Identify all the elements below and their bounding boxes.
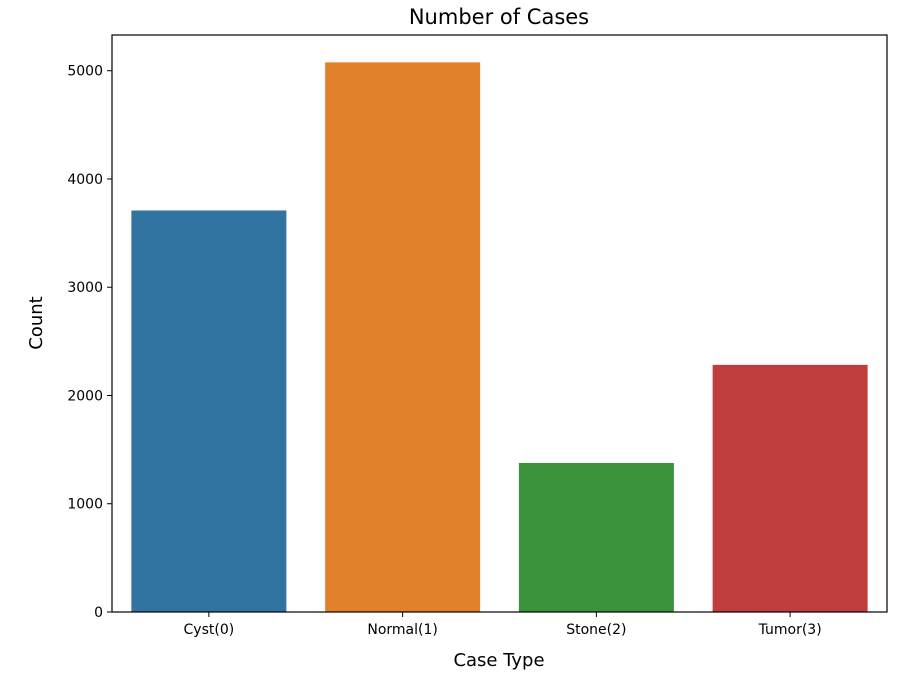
x-tick-label: Cyst(0) — [184, 622, 235, 638]
y-axis: 0 1000 2000 3000 4000 5000 — [67, 64, 112, 621]
y-tick-label: 4000 — [67, 172, 103, 188]
y-tick-label: 2000 — [67, 388, 103, 404]
y-tick-label: 0 — [94, 605, 103, 621]
bar-stone-2 — [518, 462, 674, 612]
bar-tumor-3 — [712, 364, 868, 612]
y-tick-label: 1000 — [67, 497, 103, 513]
bar-cyst-0 — [131, 210, 287, 612]
plot-area-frame — [111, 34, 888, 613]
bar-normal-1 — [325, 62, 481, 613]
x-axis: Cyst(0) Normal(1) Stone(2) Tumor(3) — [184, 612, 822, 638]
y-axis-title: Count — [26, 296, 47, 349]
x-tick-label: Stone(2) — [566, 622, 626, 638]
y-tick-label: 3000 — [67, 280, 103, 296]
x-tick-label: Tumor(3) — [758, 622, 822, 638]
y-tick-label: 5000 — [67, 64, 103, 80]
chart-title: Number of Cases — [409, 5, 589, 29]
x-axis-title: Case Type — [453, 650, 544, 671]
bars-layer — [131, 62, 868, 613]
x-tick-label: Normal(1) — [367, 622, 438, 638]
